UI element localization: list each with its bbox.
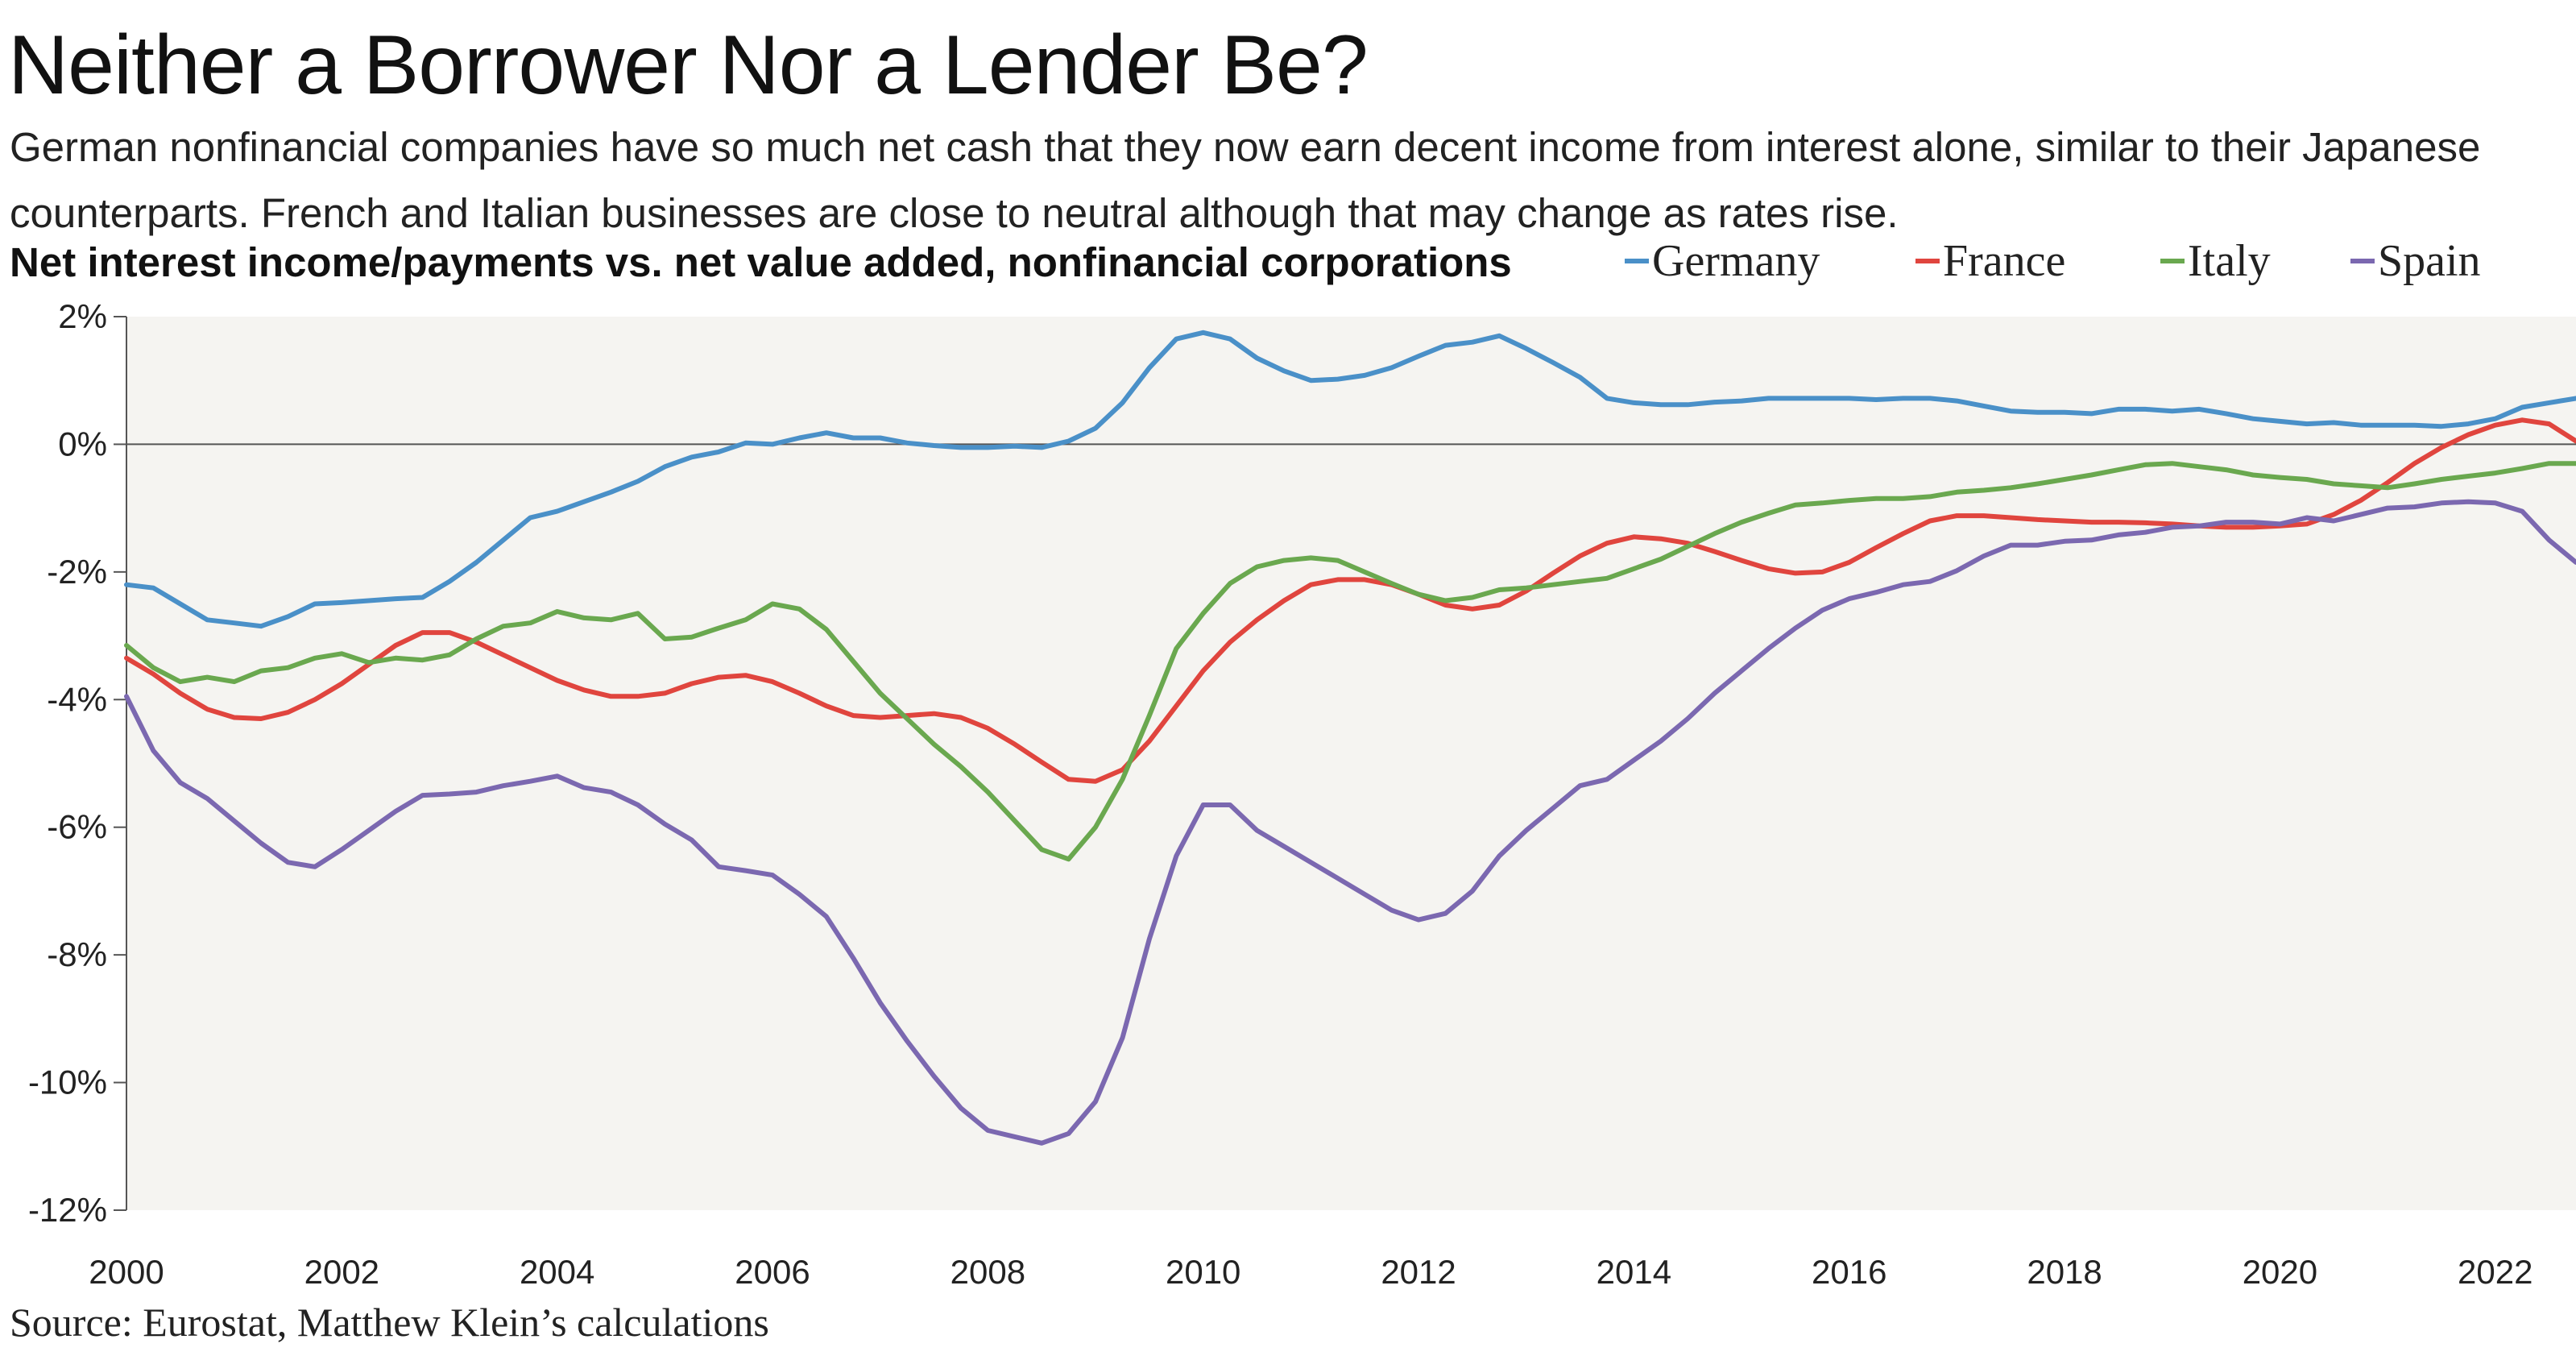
y-tick-label: -10%: [28, 1064, 107, 1101]
x-tick-label: 2006: [735, 1253, 810, 1291]
legend-item-germany: Germany: [1625, 235, 1820, 287]
legend-label-germany: Germany: [1652, 236, 1820, 286]
x-tick-label: 2016: [1812, 1253, 1886, 1291]
legend-label-france: France: [1943, 236, 2066, 286]
x-tick-label: 2020: [2243, 1253, 2317, 1291]
y-tick-label: -6%: [47, 808, 107, 846]
legend-swatch-spain: [2350, 259, 2375, 263]
series-line-italy: [124, 461, 2576, 862]
series-line-france: [124, 417, 2576, 784]
x-tick-label: 2010: [1166, 1253, 1240, 1291]
x-tick-label: 2022: [2458, 1253, 2533, 1291]
y-tick-label: -2%: [47, 553, 107, 591]
legend-label-spain: Spain: [2378, 236, 2481, 286]
legend-swatch-germany: [1625, 259, 1649, 263]
x-tick-label: 2002: [304, 1253, 379, 1291]
y-tick-label: -4%: [47, 680, 107, 718]
chart-title-headline: Neither a Borrower Nor a Lender Be?: [8, 19, 1369, 112]
legend-item-france: France: [1915, 235, 2065, 287]
series-line-spain: [124, 499, 2576, 1146]
y-tick-label: 0%: [58, 425, 107, 462]
x-tick-label: 2008: [950, 1253, 1025, 1291]
y-tick-label: -8%: [47, 935, 107, 973]
legend-swatch-france: [1915, 259, 1940, 263]
legend-item-spain: Spain: [2350, 235, 2481, 287]
series-line-germany: [124, 330, 2576, 629]
x-tick-label: 2014: [1597, 1253, 1671, 1291]
x-tick-label: 2000: [89, 1253, 164, 1291]
y-tick-label: 2%: [58, 297, 107, 335]
chart-subtitle: German nonfinancial companies have so mu…: [10, 124, 2481, 236]
chart-legend: Germany France Italy Spain: [0, 235, 2576, 292]
x-tick-label: 2012: [1381, 1253, 1456, 1291]
source-note: Source: Eurostat, Matthew Klein’s calcul…: [10, 1300, 769, 1345]
x-tick-label: 2004: [520, 1253, 594, 1291]
legend-item-italy: Italy: [2160, 235, 2271, 287]
chart-label: Net interest income/payments vs. net val…: [10, 239, 1512, 285]
y-tick-label: -12%: [28, 1191, 107, 1229]
legend-label-italy: Italy: [2188, 236, 2271, 286]
plot-background: [126, 317, 2576, 1210]
x-tick-label: 2018: [2027, 1253, 2102, 1291]
legend-swatch-italy: [2160, 259, 2185, 263]
